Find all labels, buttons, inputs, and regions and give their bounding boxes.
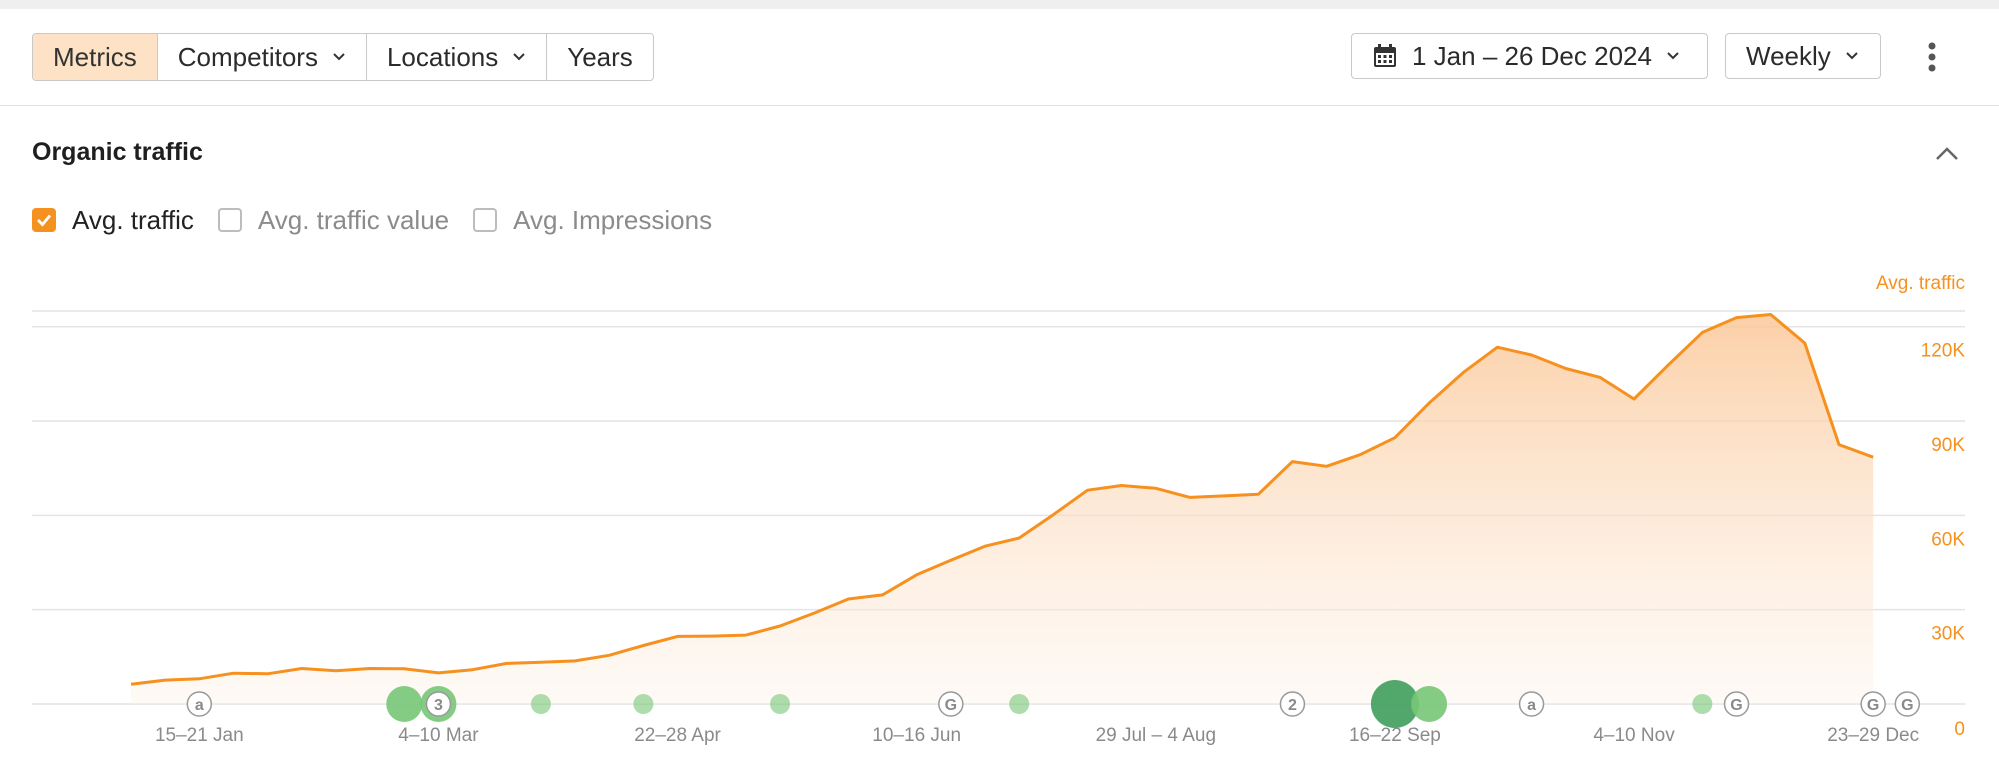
event-icon-label: a [1527, 697, 1536, 714]
x-tick-label: 29 Jul – 4 Aug [1096, 725, 1216, 746]
check-icon [37, 214, 52, 227]
event-icon-label: a [195, 697, 204, 714]
event-dot-marker[interactable] [530, 694, 551, 714]
tab-years-label: Years [567, 41, 633, 72]
x-tick-label: 10–16 Jun [872, 725, 961, 746]
event-icon-marker[interactable]: 2 [1279, 691, 1306, 717]
interval-label: Weekly [1746, 40, 1831, 71]
event-icon-marker[interactable]: a [1518, 691, 1545, 717]
series-area [131, 314, 1874, 704]
event-dot-marker[interactable] [633, 694, 654, 714]
event-icon-label: G [1901, 697, 1913, 714]
event-icon-label: G [1730, 697, 1742, 714]
x-tick-label: 4–10 Mar [398, 725, 479, 746]
x-tick-label: 23–29 Dec [1827, 725, 1919, 746]
event-icon-marker[interactable]: 3 [425, 691, 452, 717]
y-tick-label: 60K [1931, 529, 1965, 550]
event-markers: a 3 G 2 a G G G [186, 680, 1921, 728]
date-range-picker[interactable]: 1 Jan – 26 Dec 2024 [1351, 33, 1708, 79]
date-range-label: 1 Jan – 26 Dec 2024 [1412, 40, 1652, 71]
x-tick-label: 22–28 Apr [634, 725, 721, 746]
tab-competitors[interactable]: Competitors [158, 34, 367, 80]
event-dot-marker[interactable] [1370, 680, 1419, 728]
tab-years[interactable]: Years [547, 34, 653, 80]
series-line [130, 313, 1874, 686]
event-icon-label: G [1867, 697, 1879, 714]
tab-metrics[interactable]: Metrics [33, 34, 158, 80]
chevron-down-icon [1846, 52, 1858, 60]
event-icon-label: 2 [1288, 697, 1297, 714]
tab-locations-label: Locations [386, 41, 499, 72]
checkbox-checked[interactable] [32, 208, 56, 232]
toolbar: Metrics Competitors Locations Years [0, 9, 1999, 106]
event-dot-marker[interactable] [1009, 694, 1030, 714]
event-icon-marker[interactable]: G [1860, 691, 1886, 717]
y-axis-labels: 0 30K 60K 90K 120K [1921, 341, 1966, 740]
x-axis-labels: 15–21 Jan 4–10 Mar 22–28 Apr 10–16 Jun 29 Ju… [155, 725, 1919, 746]
tab-metrics-label: Metrics [53, 41, 137, 72]
checkbox-label: Avg. traffic [72, 204, 194, 235]
chevron-down-icon [333, 53, 345, 61]
event-dot-marker[interactable] [770, 694, 791, 714]
chevron-up-icon[interactable] [1932, 144, 1962, 164]
tab-locations[interactable]: Locations [367, 34, 548, 80]
x-tick-label: 16–22 Sep [1349, 725, 1441, 746]
traffic-chart: a 3 G 2 a G G G 15–21 Jan 4–10 Mar 22–28 Apr 10–16… [32, 273, 1966, 746]
event-dot-marker[interactable] [1692, 694, 1713, 714]
event-icon-marker[interactable]: G [1894, 691, 1921, 717]
checkbox-label: Avg. traffic value [257, 204, 450, 235]
event-icon-label: 3 [434, 697, 443, 714]
y-tick-label: 90K [1931, 435, 1965, 456]
x-tick-label: 15–21 Jan [155, 725, 244, 746]
event-icon-marker[interactable]: G [938, 691, 964, 717]
checkbox-avg-traffic-value[interactable]: Avg. traffic value [217, 204, 450, 236]
checkbox-avg-impressions[interactable]: Avg. Impressions [473, 205, 712, 236]
organic-traffic-panel: Metrics Competitors Locations Years [0, 9, 1999, 771]
interval-select[interactable]: Weekly [1725, 33, 1881, 79]
event-icon-marker[interactable]: G [1723, 691, 1750, 717]
y-tick-label: 0 [1954, 719, 1965, 740]
y-tick-label: 120K [1921, 341, 1966, 362]
checkbox-avg-traffic[interactable]: Avg. traffic [32, 205, 194, 236]
y-axis-title: Avg. traffic [1876, 273, 1965, 294]
y-tick-label: 30K [1931, 624, 1965, 645]
chevron-down-icon [1667, 52, 1679, 60]
chevron-down-icon [513, 53, 525, 61]
metric-checkboxes: Avg. traffic Avg. traffic value Avg. Imp… [32, 202, 736, 238]
checkbox-label: Avg. Impressions [513, 204, 713, 235]
tab-competitors-label: Competitors [177, 41, 318, 72]
event-icon-marker[interactable]: a [186, 691, 213, 717]
event-dot-marker[interactable] [386, 686, 423, 722]
calendar-icon [1374, 44, 1396, 67]
event-dot-marker[interactable] [1411, 686, 1448, 722]
more-vertical-icon[interactable] [1918, 39, 1946, 75]
checkbox-unchecked[interactable] [473, 208, 498, 232]
view-segmented-control: Metrics Competitors Locations Years [32, 33, 654, 81]
x-tick-label: 4–10 Nov [1593, 725, 1675, 746]
section-title: Organic traffic [32, 138, 203, 166]
event-icon-label: G [945, 697, 957, 714]
checkbox-unchecked[interactable] [217, 208, 242, 232]
